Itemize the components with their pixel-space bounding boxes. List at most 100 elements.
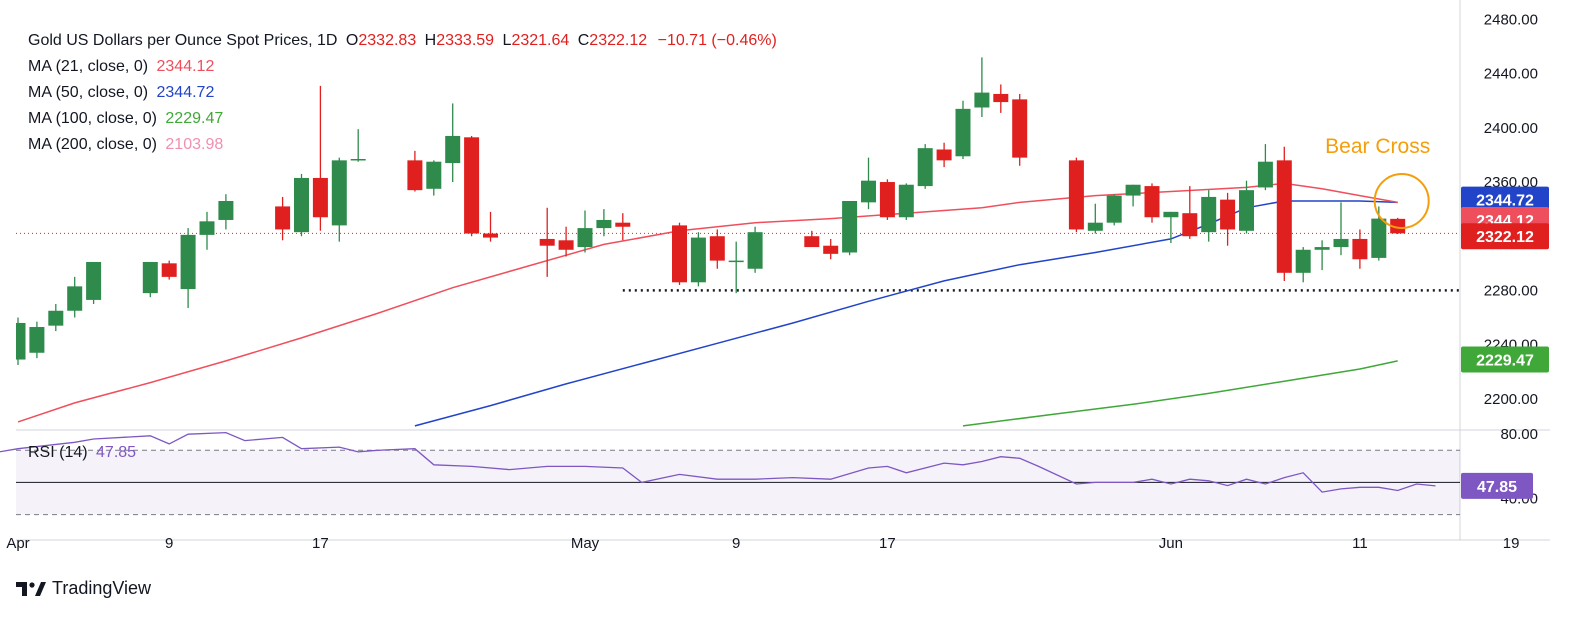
candle-body [1012, 99, 1028, 158]
candle-body [804, 236, 820, 248]
x-tick-label: 9 [732, 535, 740, 552]
candle-body [1257, 161, 1273, 188]
candle-body [879, 182, 895, 218]
candle-body [1220, 199, 1236, 230]
tradingview-brand[interactable]: TradingView [16, 578, 151, 599]
ma50-label: MA (50, close, 0) [28, 84, 149, 101]
candle-body [672, 225, 687, 283]
y-tick-label: 2480.00 [1484, 11, 1538, 28]
y-tick-label: 2280.00 [1484, 282, 1538, 299]
price-tag-text: 2229.47 [1476, 353, 1534, 370]
candle-body [16, 322, 26, 360]
high-value: 2333.59 [436, 32, 495, 49]
low-value: 2321.64 [511, 32, 570, 49]
y-tick-label: 2200.00 [1484, 391, 1538, 408]
candle-body [312, 177, 328, 218]
y-tick-label: 2400.00 [1484, 120, 1538, 137]
change-value: −10.71 (−0.46%) [657, 32, 777, 49]
candle-body [445, 135, 461, 164]
candle-body [142, 261, 158, 294]
candle-body [1239, 190, 1254, 231]
brand-name: TradingView [52, 578, 152, 598]
candle-body [1276, 160, 1292, 273]
candle-body [974, 92, 990, 108]
candle-body [1087, 222, 1103, 231]
rsi-legend[interactable]: RSI (14) 47.85 [28, 444, 136, 462]
x-tick-label: 19 [1503, 535, 1520, 552]
candle-body [728, 260, 744, 263]
candle-body [464, 137, 480, 234]
candle-body [1068, 160, 1084, 230]
bear-cross-circle [1373, 172, 1430, 229]
candle-body [747, 232, 763, 269]
high-key: H [424, 32, 437, 49]
tradingview-logo-icon [16, 581, 46, 596]
candle-body [1314, 247, 1330, 250]
close-value: 2322.12 [589, 32, 648, 49]
candle-body [426, 161, 442, 189]
candle-body [483, 233, 498, 238]
low-key: L [502, 32, 512, 49]
candle-body [161, 263, 177, 277]
price-pane: Bear Cross [16, 57, 1460, 427]
candle-body [1371, 218, 1387, 258]
ma100-line [962, 360, 1398, 427]
candle-body [936, 149, 952, 161]
candle-body [1125, 184, 1141, 196]
candle-body [596, 219, 612, 229]
candle-body [48, 310, 64, 326]
x-tick-label: 17 [879, 535, 896, 552]
candle-body [1352, 238, 1368, 260]
symbol-title[interactable]: Gold US Dollars per Ounce Spot Prices, 1… [28, 32, 338, 49]
legend-ma200[interactable]: MA (200, close, 0) 2103.98 [28, 132, 777, 158]
ma21-label: MA (21, close, 0) [28, 58, 149, 75]
candle-body [180, 234, 196, 290]
candle-body [1295, 249, 1311, 273]
legend-title-row: Gold US Dollars per Ounce Spot Prices, 1… [28, 28, 777, 54]
candle-body [709, 236, 725, 261]
candle-body [898, 184, 914, 218]
chart-legend: Gold US Dollars per Ounce Spot Prices, 1… [28, 28, 777, 158]
candle-body [275, 206, 291, 230]
open-key: O [345, 32, 359, 49]
ma200-value: 2103.98 [165, 136, 224, 153]
candle-body [407, 160, 423, 191]
candle-body [1333, 238, 1349, 248]
open-value: 2332.83 [358, 32, 417, 49]
candle-body [539, 238, 555, 246]
x-tick-label: Jun [1159, 535, 1183, 552]
rsi-value: 47.85 [96, 444, 137, 461]
candle-body [861, 180, 876, 203]
candle-body [1163, 211, 1179, 218]
y-tick-label: 2440.00 [1484, 66, 1538, 83]
candle-body [218, 200, 234, 220]
rsi-label: RSI (14) [28, 444, 88, 461]
ma100-label: MA (100, close, 0) [28, 110, 157, 127]
price-tag-text: 2322.12 [1476, 229, 1534, 246]
candle-body [1182, 213, 1198, 237]
candle-body [331, 160, 347, 226]
ma100-value: 2229.47 [165, 110, 224, 127]
ma50-value: 2344.72 [156, 84, 215, 101]
legend-ma21[interactable]: MA (21, close, 0) 2344.12 [28, 54, 777, 80]
x-tick-label: 17 [312, 535, 329, 552]
x-tick-label: May [571, 535, 600, 552]
close-key: C [577, 32, 590, 49]
candle-body [690, 237, 706, 283]
candle-body [615, 222, 631, 227]
legend-ma100[interactable]: MA (100, close, 0) 2229.47 [28, 106, 777, 132]
candle-body [294, 177, 309, 233]
candle-body [86, 261, 102, 300]
legend-ma50[interactable]: MA (50, close, 0) 2344.72 [28, 80, 777, 106]
candle-body [558, 240, 574, 250]
x-tick-label: 9 [165, 535, 173, 552]
candle-body [577, 228, 593, 248]
candle-body [1201, 196, 1217, 233]
ma200-label: MA (200, close, 0) [28, 136, 157, 153]
candle-body [350, 158, 366, 161]
candle-body [1390, 218, 1406, 234]
price-tag-bg [1461, 223, 1549, 250]
rsi-tag-text: 47.85 [1477, 479, 1517, 496]
candle-body [823, 245, 839, 254]
